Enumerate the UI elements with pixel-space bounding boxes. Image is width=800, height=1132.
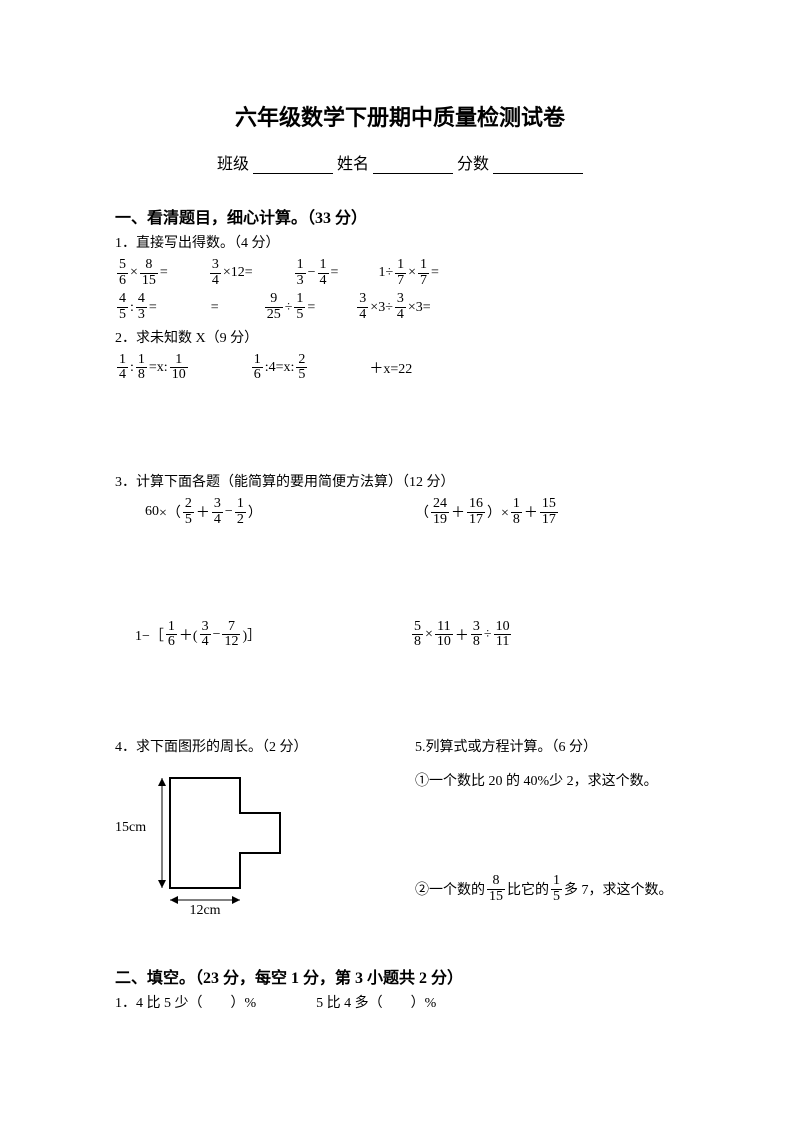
s2q1b: 5 比 4 多（ ）% [316, 992, 436, 1012]
q2b: 16 : 4=x: 25 [250, 353, 310, 383]
shape-icon: 12cm [150, 768, 300, 918]
q1r2b: 925 ÷ 15 = [263, 292, 316, 322]
spacer [115, 918, 685, 948]
field-score-label: 分数 [457, 156, 489, 173]
spacer [115, 534, 685, 614]
exam-page: 六年级数学下册期中质量检测试卷 班级 姓名 分数 一、看清题目，细心计算。（33… [0, 0, 800, 1076]
page-title: 六年级数学下册期中质量检测试卷 [115, 100, 685, 132]
q3e1: 60×（ 25 ＋ 34 − 12 ） [115, 497, 415, 527]
q1r1a: 56 × 815 = [115, 258, 168, 288]
q4-h-label: 15cm [115, 768, 146, 888]
q3-row1: 60×（ 25 ＋ 34 − 12 ） （ 2419 ＋ 1617 ）× 18 … [115, 497, 685, 527]
field-name-label: 姓名 [337, 156, 369, 173]
header-fields: 班级 姓名 分数 [115, 150, 685, 174]
q5-col: 5.列算式或方程计算。（6 分） ①一个数比 20 的 40%少 2，求这个数。… [395, 736, 685, 918]
q4-q5-wrap: 4．求下面图形的周长。（2 分） 15cm 1 [115, 736, 685, 918]
q4-svg-wrap: 12cm [150, 768, 300, 918]
q1-lead: 1．直接写出得数。（4 分） [115, 232, 685, 252]
q2-row: 14 : 18 =x: 110 16 : 4=x: 25 ＋x=22 [115, 353, 685, 383]
q1-row2: 45 : 43 = = 925 ÷ 15 = 34 ×3÷ 34 ×3= [115, 292, 685, 322]
field-score-line [493, 158, 583, 174]
q3e3: 1−［ 16 ＋( 34 − 712 )］ [115, 620, 410, 650]
q1r1b: 34 ×12= [208, 258, 253, 288]
section-1-head: 一、看清题目，细心计算。（33 分） [115, 204, 685, 228]
q2-lead: 2．求未知数 X（9 分） [115, 327, 685, 347]
q1r2c: 34 ×3÷ 34 ×3= [355, 292, 430, 322]
q3-row2: 1−［ 16 ＋( 34 − 712 )］ 58 × 1110 ＋ 38 ÷ 1… [115, 620, 685, 650]
q2c: ＋x=22 [369, 358, 412, 378]
field-class-line [253, 158, 333, 174]
s2q1a: 1．4 比 5 少（ ）% [115, 992, 256, 1012]
q3e4: 58 × 1110 ＋ 38 ÷ 1011 [410, 620, 685, 650]
q4-col: 4．求下面图形的周长。（2 分） 15cm 1 [115, 736, 395, 918]
field-name-line [373, 158, 453, 174]
q1r1d: 1÷ 17 × 17 = [378, 258, 439, 288]
q1r2a: 45 : 43 = [115, 292, 157, 322]
q3e2: （ 2419 ＋ 1617 ）× 18 ＋ 1517 [415, 497, 685, 527]
q3-lead: 3．计算下面各题（能简算的要用简便方法算）（12 分） [115, 471, 685, 491]
q5-lead: 5.列算式或方程计算。（6 分） [415, 736, 685, 756]
q1r1c: 13 − 14 = [293, 258, 339, 288]
q2a: 14 : 18 =x: 110 [115, 353, 190, 383]
q4-w-text: 12cm [190, 903, 221, 918]
field-class-label: 班级 [217, 156, 249, 173]
spacer [115, 387, 685, 467]
section-2-head: 二、填空。（23 分，每空 1 分，第 3 小题共 2 分） [115, 964, 685, 988]
q4-figure: 15cm 12cm [115, 768, 395, 918]
s2-q1: 1．4 比 5 少（ ）% 5 比 4 多（ ）% [115, 992, 685, 1012]
q1-row1: 56 × 815 = 34 ×12= 13 − 14 = 1÷ 17 × 17 … [115, 258, 685, 288]
spacer [115, 656, 685, 736]
q4-lead: 4．求下面图形的周长。（2 分） [115, 736, 395, 756]
q5-p1: ①一个数比 20 的 40%少 2，求这个数。 [415, 770, 685, 790]
q5-p2: ②一个数的 815 比它的 15 多 7，求这个数。 [415, 874, 673, 904]
q1r2b-gap: = [211, 300, 219, 316]
spacer [415, 804, 685, 860]
